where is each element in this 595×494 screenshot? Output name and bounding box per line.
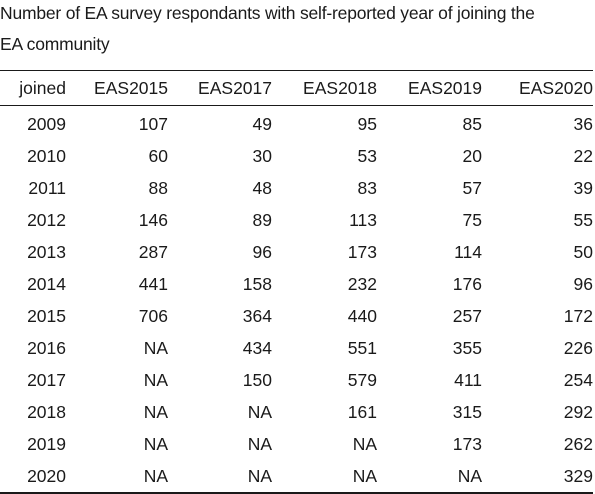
cell-eas2018: 161 xyxy=(347,401,377,422)
cell-eas2019: 176 xyxy=(452,273,482,294)
cell-joined: 2013 xyxy=(27,241,66,262)
cell-eas2019: 411 xyxy=(454,369,482,390)
table-row: 2009 107 49 95 85 36 xyxy=(0,106,593,141)
header-row: joined EAS2015 EAS2017 EAS2018 EAS2019 E… xyxy=(0,70,593,106)
column-header-eas2015: EAS2015 xyxy=(94,77,168,98)
table-row: 2016 NA 434 551 355 226 xyxy=(0,332,593,364)
cell-eas2017: 89 xyxy=(252,209,272,230)
cell-eas2019: 173 xyxy=(452,433,482,454)
cell-eas2019: 85 xyxy=(462,113,482,134)
cell-eas2015: NA xyxy=(143,433,168,454)
cell-joined: 2019 xyxy=(27,433,66,454)
cell-eas2015: NA xyxy=(143,337,168,358)
survey-join-year-table: joined EAS2015 EAS2017 EAS2018 EAS2019 E… xyxy=(0,70,593,494)
cell-eas2017: NA xyxy=(247,401,272,422)
cell-eas2015: NA xyxy=(143,401,168,422)
cell-eas2020: 292 xyxy=(563,401,593,422)
column-header-eas2018: EAS2018 xyxy=(303,77,377,98)
table-row: 2019 NA NA NA 173 262 xyxy=(0,428,593,460)
column-header-eas2020: EAS2020 xyxy=(519,77,593,98)
cell-eas2015: 107 xyxy=(138,113,168,134)
table-row: 2010 60 30 53 20 22 xyxy=(0,140,593,172)
cell-eas2020: 226 xyxy=(563,337,593,358)
cell-eas2017: 158 xyxy=(242,273,272,294)
cell-eas2018: NA xyxy=(352,433,377,454)
cell-eas2015: 88 xyxy=(148,177,168,198)
cell-eas2015: NA xyxy=(143,369,168,390)
cell-joined: 2020 xyxy=(27,465,66,486)
cell-eas2019: NA xyxy=(457,465,482,486)
table-caption: Number of EA survey respondants with sel… xyxy=(0,0,592,60)
cell-joined: 2015 xyxy=(27,305,66,326)
column-header-eas2019: EAS2019 xyxy=(408,77,482,98)
cell-eas2017: 150 xyxy=(242,369,272,390)
cell-eas2018: 113 xyxy=(349,209,377,230)
cell-eas2015: 146 xyxy=(138,209,168,230)
cell-eas2017: 364 xyxy=(242,305,272,326)
cell-eas2020: 22 xyxy=(573,145,593,166)
cell-joined: 2018 xyxy=(27,401,66,422)
cell-eas2019: 57 xyxy=(462,177,482,198)
cell-eas2019: 355 xyxy=(452,337,482,358)
caption-line-1: Number of EA survey respondants with sel… xyxy=(0,3,535,23)
cell-eas2017: NA xyxy=(247,433,272,454)
cell-eas2018: 551 xyxy=(347,337,377,358)
table-row: 2017 NA 150 579 411 254 xyxy=(0,364,593,396)
caption-line-2: EA community xyxy=(0,34,110,54)
column-header-joined: joined xyxy=(19,77,66,98)
cell-eas2019: 257 xyxy=(452,305,482,326)
cell-eas2020: 172 xyxy=(563,305,593,326)
cell-eas2015: 60 xyxy=(148,145,168,166)
cell-joined: 2017 xyxy=(27,369,66,390)
cell-eas2018: 53 xyxy=(357,145,377,166)
cell-joined: 2011 xyxy=(28,177,66,198)
cell-eas2017: 48 xyxy=(252,177,272,198)
table-row: 2011 88 48 83 57 39 xyxy=(0,172,593,204)
cell-eas2017: NA xyxy=(247,465,272,486)
cell-eas2020: 96 xyxy=(573,273,593,294)
cell-eas2018: 232 xyxy=(347,273,377,294)
cell-eas2019: 315 xyxy=(452,401,482,422)
cell-eas2017: 96 xyxy=(252,241,272,262)
cell-eas2018: 173 xyxy=(347,241,377,262)
cell-eas2015: NA xyxy=(143,465,168,486)
table-row: 2018 NA NA 161 315 292 xyxy=(0,396,593,428)
cell-joined: 2009 xyxy=(27,113,66,134)
table-body: 2009 107 49 95 85 36 2010 60 30 53 20 22 2011 88 48 83 5… xyxy=(0,106,593,493)
cell-eas2015: 441 xyxy=(138,273,168,294)
table-header: joined EAS2015 EAS2017 EAS2018 EAS2019 E… xyxy=(0,70,593,106)
table-row: 2014 441 158 232 176 96 xyxy=(0,268,593,300)
cell-eas2018: NA xyxy=(352,465,377,486)
cell-eas2020: 55 xyxy=(573,209,593,230)
table-row: 2013 287 96 173 114 50 xyxy=(0,236,593,268)
cell-joined: 2014 xyxy=(27,273,66,294)
table-row: 2020 NA NA NA NA 329 xyxy=(0,460,593,493)
cell-joined: 2016 xyxy=(27,337,66,358)
table-row: 2012 146 89 113 75 55 xyxy=(0,204,593,236)
cell-eas2017: 30 xyxy=(252,145,272,166)
cell-eas2015: 287 xyxy=(138,241,168,262)
cell-eas2018: 95 xyxy=(357,113,377,134)
cell-joined: 2012 xyxy=(27,209,66,230)
cell-joined: 2010 xyxy=(27,145,66,166)
cell-eas2020: 329 xyxy=(563,465,593,486)
cell-eas2018: 83 xyxy=(357,177,377,198)
cell-eas2020: 254 xyxy=(563,369,593,390)
cell-eas2020: 36 xyxy=(573,113,593,134)
cell-eas2017: 434 xyxy=(242,337,272,358)
cell-eas2020: 39 xyxy=(573,177,593,198)
table-row: 2015 706 364 440 257 172 xyxy=(0,300,593,332)
cell-eas2015: 706 xyxy=(138,305,168,326)
cell-eas2020: 262 xyxy=(563,433,593,454)
cell-eas2018: 440 xyxy=(347,305,377,326)
cell-eas2019: 20 xyxy=(462,145,482,166)
cell-eas2020: 50 xyxy=(573,241,593,262)
cell-eas2018: 579 xyxy=(347,369,377,390)
cell-eas2017: 49 xyxy=(252,113,272,134)
cell-eas2019: 75 xyxy=(462,209,482,230)
cell-eas2019: 114 xyxy=(454,241,482,262)
column-header-eas2017: EAS2017 xyxy=(198,77,272,98)
